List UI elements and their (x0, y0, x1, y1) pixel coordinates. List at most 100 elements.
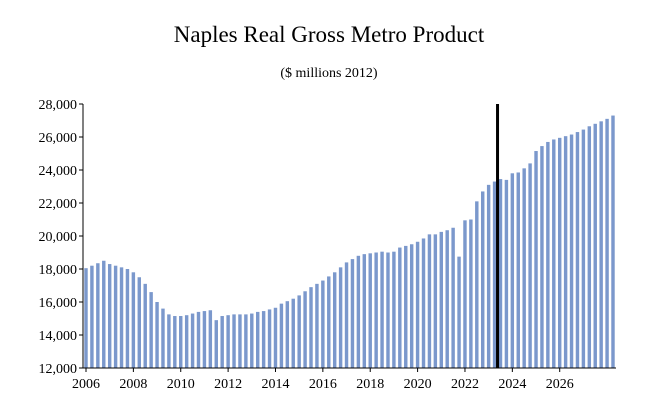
bar (421, 238, 426, 368)
bar (392, 251, 396, 368)
bar (202, 311, 207, 368)
bar (427, 234, 432, 368)
bar (581, 129, 586, 368)
bar (504, 179, 509, 368)
bar (125, 269, 130, 368)
bar (469, 219, 473, 368)
bar (184, 315, 189, 368)
bar (534, 151, 538, 368)
bar (315, 283, 319, 368)
bar (256, 311, 260, 368)
bar (587, 126, 592, 368)
bar (297, 295, 301, 368)
bar (386, 252, 390, 368)
y-tick-label: 18,000 (39, 263, 78, 278)
x-tick-label: 2006 (72, 377, 100, 392)
x-tick-label: 2024 (498, 377, 526, 392)
bar (131, 272, 136, 368)
bar (463, 220, 467, 368)
bar (528, 163, 532, 368)
bar (327, 276, 331, 368)
bar (599, 121, 603, 368)
bar (475, 201, 479, 368)
y-tick-label: 14,000 (39, 329, 78, 344)
x-tick-label: 2014 (261, 377, 289, 392)
bar (374, 252, 378, 368)
bar (285, 301, 290, 368)
bar (457, 256, 461, 369)
bar (433, 234, 438, 368)
y-tick-label: 16,000 (39, 296, 78, 311)
bar (208, 310, 213, 368)
bar (102, 260, 106, 368)
bar (273, 307, 278, 368)
bar (344, 262, 349, 368)
bar (226, 315, 230, 368)
bar (415, 241, 420, 368)
bar (149, 292, 153, 368)
chart-subtitle: ($ millions 2012) (280, 66, 378, 81)
bar (84, 268, 88, 368)
bar (492, 181, 497, 368)
x-tick-label: 2008 (119, 377, 147, 392)
bar (113, 265, 118, 368)
bar (137, 277, 141, 368)
bar (522, 168, 526, 368)
bar (605, 118, 609, 368)
bar (368, 253, 372, 368)
bar (563, 136, 568, 368)
bar (510, 173, 515, 368)
bar (167, 314, 171, 369)
y-tick-label: 20,000 (39, 230, 78, 245)
x-tick-label: 2018 (356, 377, 384, 392)
bar (250, 313, 254, 368)
bar (356, 255, 361, 368)
bar (267, 309, 272, 368)
bar (362, 254, 367, 368)
bar (611, 115, 615, 368)
bar (321, 280, 325, 368)
bar (332, 272, 337, 368)
bar (220, 316, 224, 368)
bar (557, 137, 562, 368)
x-tick-label: 2022 (451, 377, 479, 392)
bar (398, 247, 402, 368)
bar (291, 298, 295, 368)
bar (232, 314, 236, 369)
bar (155, 302, 159, 368)
y-tick-label: 24,000 (39, 164, 78, 179)
bar (161, 308, 165, 368)
bar (552, 139, 556, 368)
y-tick-label: 26,000 (39, 131, 78, 146)
x-tick-label: 2010 (167, 377, 195, 392)
chart-title: Naples Real Gross Metro Product (173, 22, 485, 47)
bar (261, 311, 266, 368)
bar (575, 132, 580, 368)
bar (481, 191, 485, 368)
bar (303, 291, 307, 368)
bar (173, 316, 177, 368)
bar (350, 259, 355, 368)
bar (498, 179, 503, 368)
bar (143, 283, 147, 368)
bar (540, 146, 544, 368)
bar (569, 134, 574, 368)
bar (380, 251, 384, 368)
bar (238, 314, 242, 369)
x-tick-label: 2012 (214, 377, 242, 392)
bar (546, 141, 550, 368)
bar (279, 303, 284, 368)
bar (190, 313, 195, 368)
x-tick-label: 2016 (309, 377, 337, 392)
x-tick-label: 2020 (404, 377, 432, 392)
bar (439, 231, 443, 369)
bar (96, 263, 100, 368)
bar (516, 172, 520, 368)
bar (338, 267, 343, 368)
y-tick-label: 12,000 (39, 362, 78, 377)
x-tick-label: 2026 (546, 377, 574, 392)
bar (409, 244, 414, 368)
bar (451, 227, 455, 368)
bar (404, 245, 408, 368)
